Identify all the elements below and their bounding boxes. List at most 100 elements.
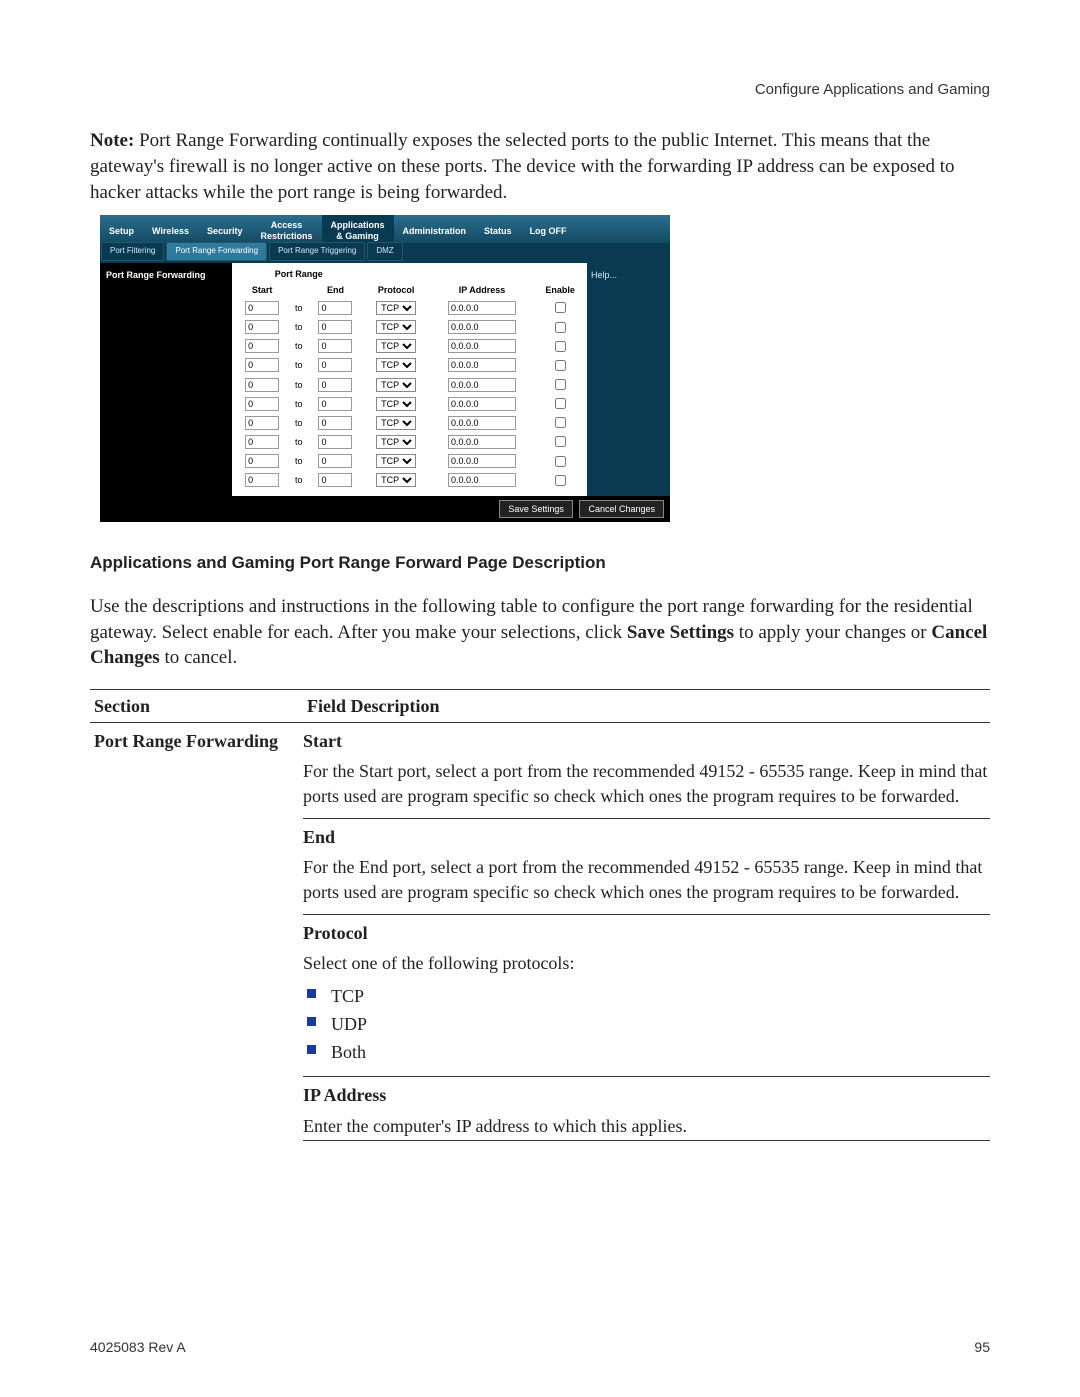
save-settings-button[interactable]: Save Settings [499, 500, 573, 518]
router-screenshot: SetupWirelessSecurityAccessRestrictionsA… [100, 215, 670, 522]
forwarding-panel: Port Range Forwarding Port Range StartEn… [100, 260, 670, 496]
table-row: to TCP [234, 394, 585, 413]
to-text: to [290, 356, 307, 375]
enable-checkbox[interactable] [555, 436, 566, 447]
end-input[interactable] [318, 339, 352, 353]
description-paragraph: Use the descriptions and instructions in… [90, 594, 990, 671]
nav-item[interactable]: Applications& Gaming [322, 215, 394, 243]
end-input[interactable] [318, 358, 352, 372]
enable-checkbox[interactable] [555, 398, 566, 409]
column-header: Enable [535, 283, 585, 298]
subnav-item[interactable]: Port Range Forwarding [166, 242, 267, 261]
chapter-title: Configure Applications and Gaming [90, 80, 990, 100]
end-input[interactable] [318, 454, 352, 468]
field-label: Start [303, 729, 990, 753]
start-input[interactable] [245, 416, 279, 430]
protocol-select[interactable]: TCP [376, 473, 416, 487]
subnav-item[interactable]: DMZ [367, 242, 402, 261]
field-text: For the End port, select a port from the… [303, 855, 990, 904]
enable-checkbox[interactable] [555, 475, 566, 486]
footer-doc-id: 4025083 Rev A [90, 1338, 186, 1357]
cancel-changes-button[interactable]: Cancel Changes [579, 500, 664, 518]
enable-checkbox[interactable] [555, 341, 566, 352]
end-input[interactable] [318, 301, 352, 315]
list-item: UDP [303, 1010, 990, 1038]
protocol-select[interactable]: TCP [376, 378, 416, 392]
end-input[interactable] [318, 416, 352, 430]
to-text: to [290, 375, 307, 394]
nav-item[interactable]: Security [198, 215, 252, 243]
start-input[interactable] [245, 378, 279, 392]
to-text: to [290, 413, 307, 432]
start-input[interactable] [245, 301, 279, 315]
desc-mid: to apply your changes or [734, 622, 931, 643]
ip-input[interactable] [448, 473, 516, 487]
nav-item[interactable]: Wireless [143, 215, 198, 243]
ip-input[interactable] [448, 320, 516, 334]
protocol-select[interactable]: TCP [376, 339, 416, 353]
column-header: End [307, 283, 363, 298]
ip-input[interactable] [448, 416, 516, 430]
end-input[interactable] [318, 435, 352, 449]
field-block: IP AddressEnter the computer's IP addres… [303, 1077, 990, 1140]
end-input[interactable] [318, 397, 352, 411]
ip-input[interactable] [448, 358, 516, 372]
to-text: to [290, 452, 307, 471]
field-label: Protocol [303, 921, 990, 945]
subnav-item[interactable]: Port Range Triggering [269, 242, 365, 261]
protocol-list: TCPUDPBoth [303, 982, 990, 1067]
ip-input[interactable] [448, 378, 516, 392]
protocol-select[interactable]: TCP [376, 320, 416, 334]
table-row: toTCP [234, 318, 585, 337]
to-text: to [290, 471, 307, 490]
ip-input[interactable] [448, 397, 516, 411]
subnav-item[interactable]: Port Filtering [101, 242, 164, 261]
protocol-select[interactable]: TCP [376, 301, 416, 315]
enable-checkbox[interactable] [555, 456, 566, 467]
ip-input[interactable] [448, 454, 516, 468]
enable-checkbox[interactable] [555, 322, 566, 333]
start-input[interactable] [245, 320, 279, 334]
table-row: toTCP [234, 432, 585, 451]
main-nav: SetupWirelessSecurityAccessRestrictionsA… [100, 215, 670, 243]
list-item: Both [303, 1038, 990, 1066]
protocol-select[interactable]: TCP [376, 416, 416, 430]
ip-input[interactable] [448, 339, 516, 353]
protocol-select[interactable]: TCP [376, 454, 416, 468]
note-text: Port Range Forwarding continually expose… [90, 130, 955, 202]
button-bar: Save Settings Cancel Changes [100, 496, 670, 522]
ip-input[interactable] [448, 435, 516, 449]
help-link[interactable]: Help... [587, 263, 670, 496]
nav-item[interactable]: Status [475, 215, 521, 243]
table-row: to TCP [234, 337, 585, 356]
enable-checkbox[interactable] [555, 360, 566, 371]
start-input[interactable] [245, 397, 279, 411]
nav-item[interactable]: Log OFF [521, 215, 576, 243]
col-section: Section [90, 689, 303, 722]
nav-item[interactable]: Administration [394, 215, 476, 243]
ip-input[interactable] [448, 301, 516, 315]
enable-checkbox[interactable] [555, 417, 566, 428]
table-row: to TCP [234, 452, 585, 471]
end-input[interactable] [318, 320, 352, 334]
enable-checkbox[interactable] [555, 302, 566, 313]
start-input[interactable] [245, 454, 279, 468]
start-input[interactable] [245, 473, 279, 487]
start-input[interactable] [245, 339, 279, 353]
to-text: to [290, 337, 307, 356]
start-input[interactable] [245, 358, 279, 372]
enable-checkbox[interactable] [555, 379, 566, 390]
protocol-select[interactable]: TCP [376, 397, 416, 411]
field-description-table: Section Field Description Port Range For… [90, 689, 990, 1141]
start-input[interactable] [245, 435, 279, 449]
protocol-select[interactable]: TCP [376, 435, 416, 449]
nav-item[interactable]: AccessRestrictions [252, 215, 322, 243]
footer-page-number: 95 [974, 1338, 990, 1357]
end-input[interactable] [318, 473, 352, 487]
nav-item[interactable]: Setup [100, 215, 143, 243]
protocol-select[interactable]: TCP [376, 358, 416, 372]
column-header: IP Address [429, 283, 536, 298]
end-input[interactable] [318, 378, 352, 392]
list-item: TCP [303, 982, 990, 1010]
to-text: to [290, 394, 307, 413]
